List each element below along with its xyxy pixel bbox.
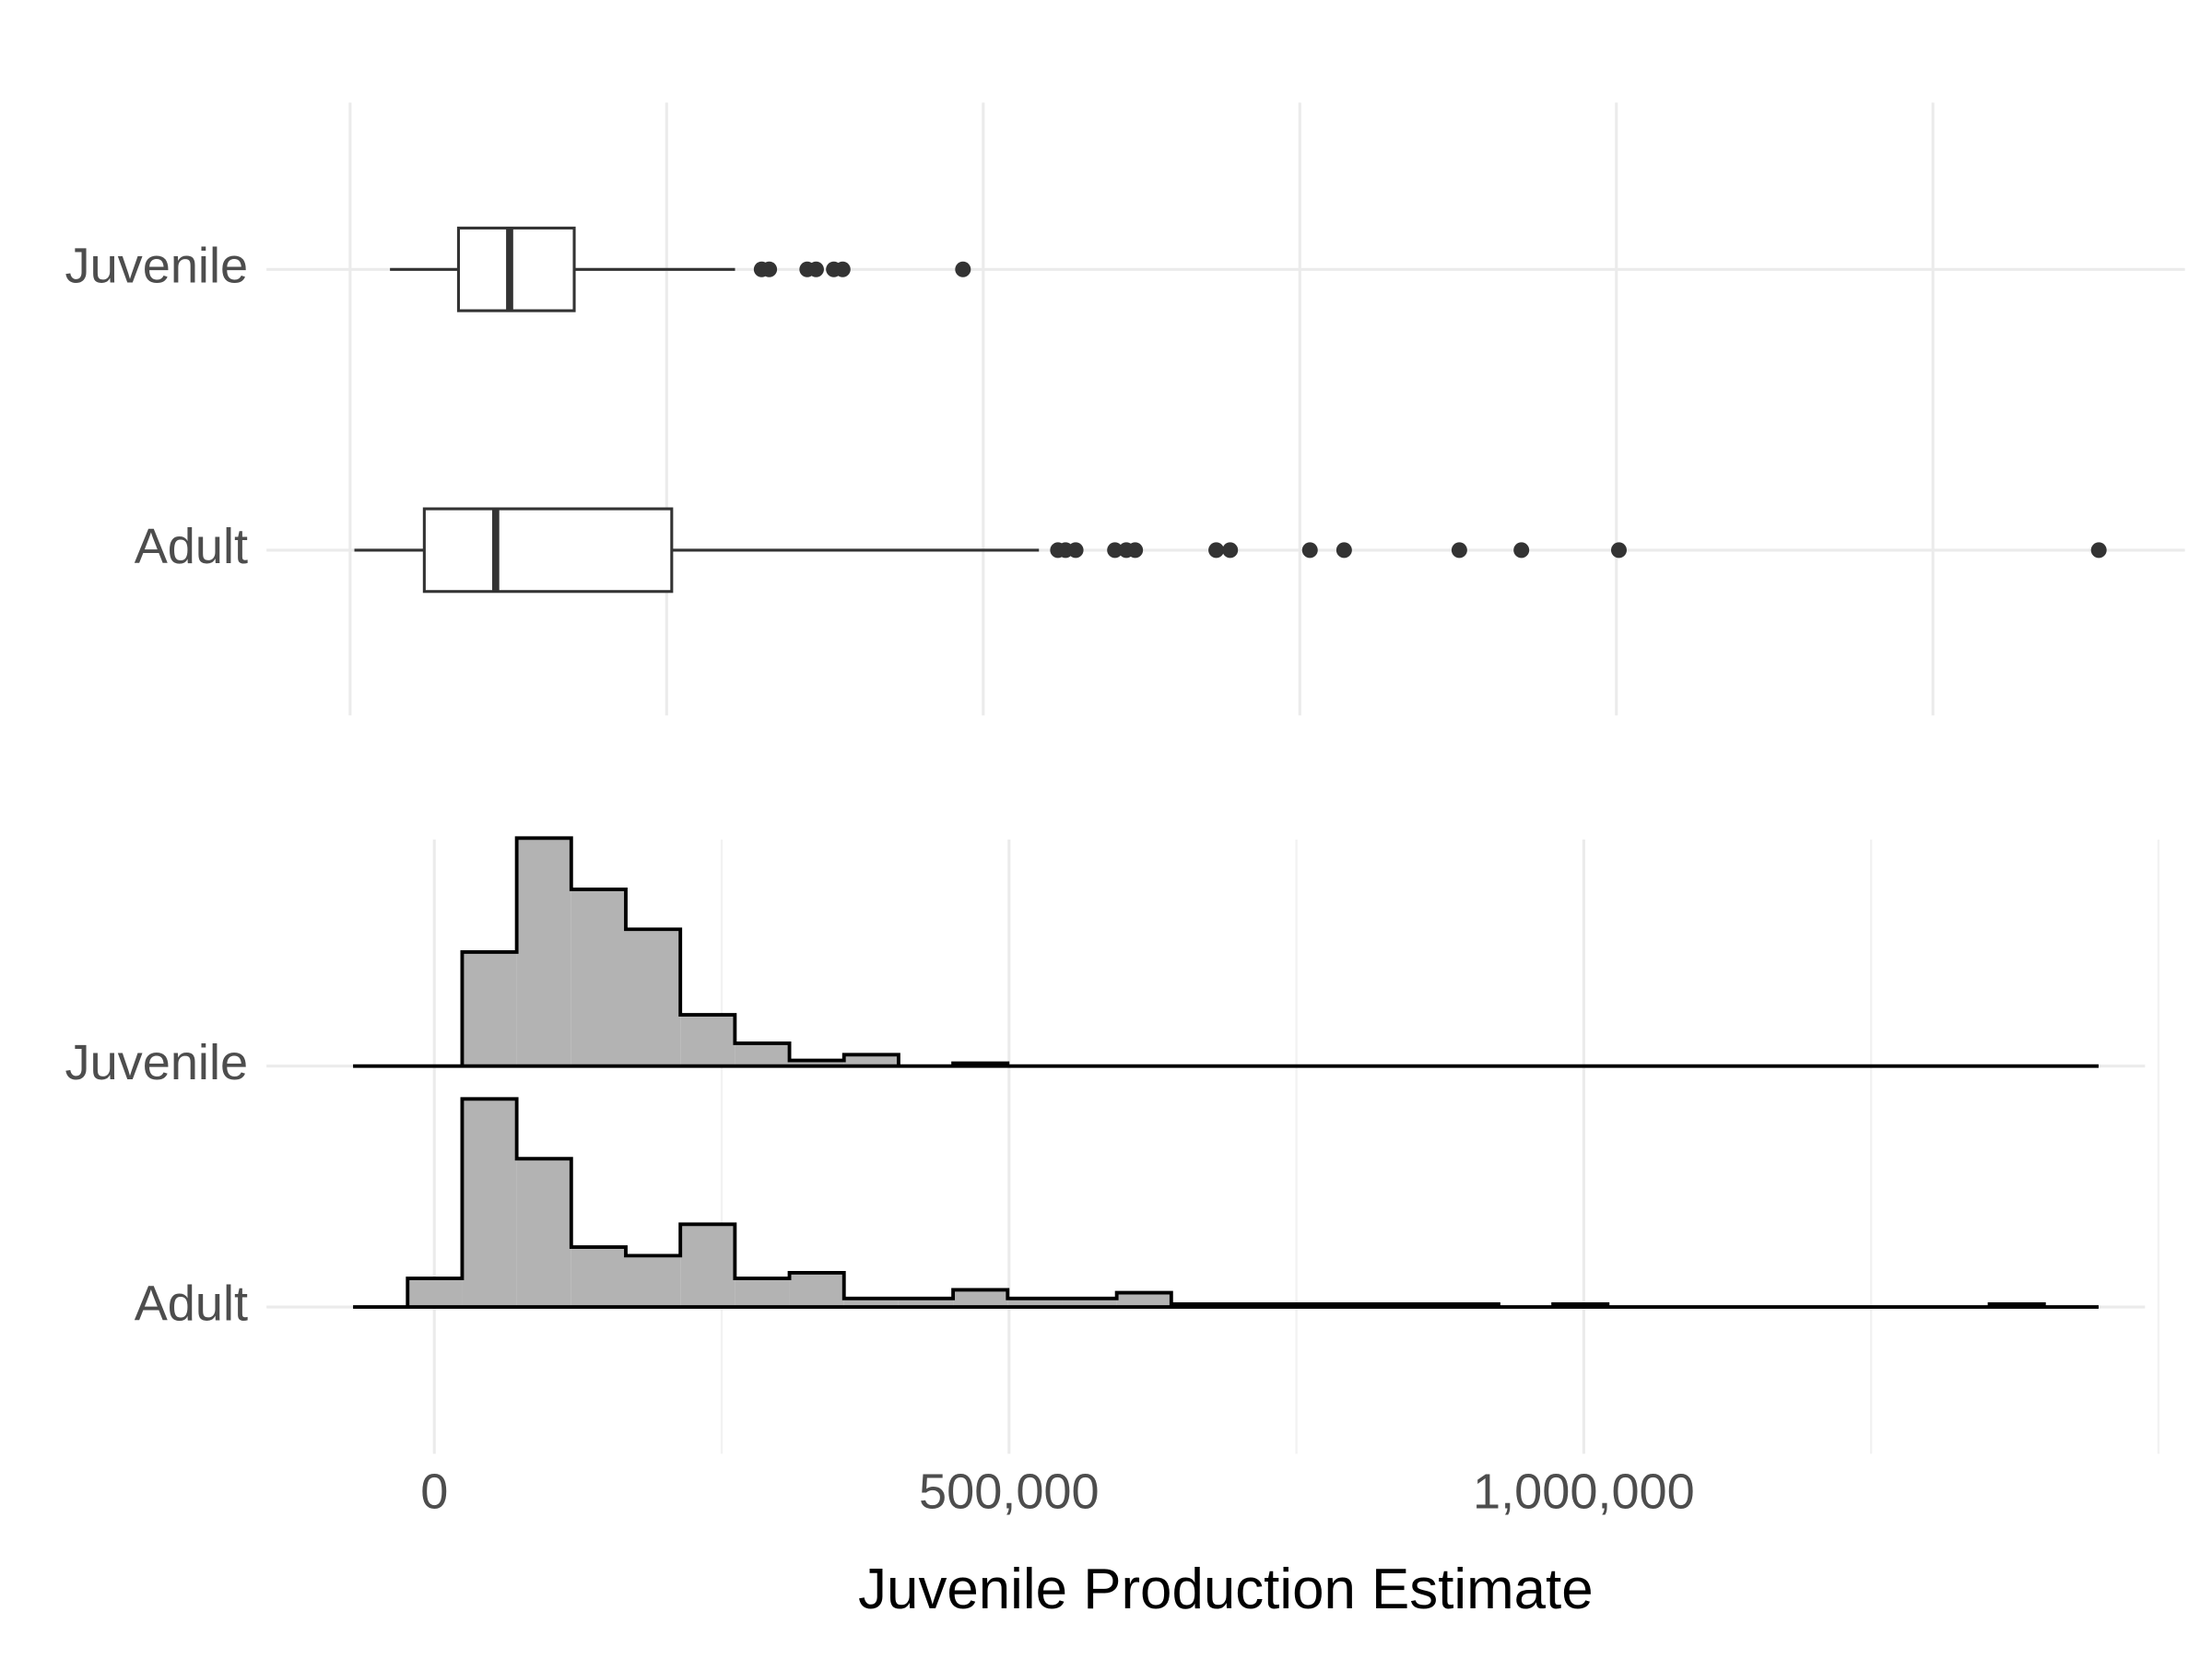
outlier bbox=[1208, 542, 1225, 559]
outlier bbox=[1451, 542, 1467, 559]
outlier bbox=[761, 261, 778, 277]
outlier bbox=[807, 261, 824, 277]
histogram-bar bbox=[843, 1298, 899, 1308]
outlier bbox=[1610, 542, 1627, 559]
y-tick-label: Adult bbox=[135, 519, 248, 574]
outlier bbox=[1335, 542, 1352, 559]
histogram-bar bbox=[735, 1278, 790, 1308]
y-tick-label: Juvenile bbox=[65, 1035, 249, 1090]
histogram-bar bbox=[626, 929, 681, 1066]
x-tick-label: 500,000 bbox=[919, 1464, 1100, 1519]
histogram-bar bbox=[735, 1042, 790, 1066]
histogram-bar bbox=[680, 1015, 735, 1066]
ridge-outline bbox=[353, 1097, 2099, 1309]
histogram-bar bbox=[953, 1289, 1008, 1308]
histogram-bar bbox=[1062, 1298, 1117, 1308]
histogram-bar bbox=[462, 1099, 517, 1308]
outlier bbox=[1513, 542, 1530, 559]
histogram-bar bbox=[571, 888, 626, 1066]
histogram-bar bbox=[789, 1272, 844, 1308]
histogram-bar bbox=[516, 1159, 571, 1308]
histogram-bar bbox=[462, 951, 517, 1066]
outlier bbox=[955, 261, 971, 277]
outlier bbox=[1222, 542, 1239, 559]
outlier bbox=[1301, 542, 1318, 559]
histogram-bar bbox=[843, 1054, 899, 1066]
outlier bbox=[1107, 542, 1124, 559]
box bbox=[456, 226, 576, 312]
histogram-bar bbox=[1007, 1298, 1063, 1308]
histogram-bar bbox=[680, 1224, 735, 1308]
histogram-bar bbox=[898, 1298, 954, 1308]
outlier bbox=[2090, 542, 2107, 559]
box bbox=[422, 507, 674, 594]
x-axis-title: Juvenile Production Estimate bbox=[858, 1558, 1594, 1621]
y-tick-label: Juvenile bbox=[65, 239, 249, 294]
x-tick-label: 1,000,000 bbox=[1473, 1464, 1695, 1519]
histogram-bar bbox=[1116, 1292, 1171, 1308]
outlier bbox=[834, 261, 851, 277]
histogram-bar bbox=[516, 838, 571, 1066]
outlier bbox=[1067, 542, 1084, 559]
histogram-bar bbox=[626, 1255, 681, 1308]
histogram-bar bbox=[571, 1247, 626, 1308]
outlier bbox=[1127, 542, 1144, 559]
y-tick-label: Adult bbox=[135, 1276, 248, 1331]
ridge-outline bbox=[353, 836, 2099, 1068]
x-tick-label: 0 bbox=[420, 1464, 448, 1519]
histogram-bar bbox=[789, 1060, 844, 1066]
histogram-bar bbox=[407, 1278, 463, 1308]
